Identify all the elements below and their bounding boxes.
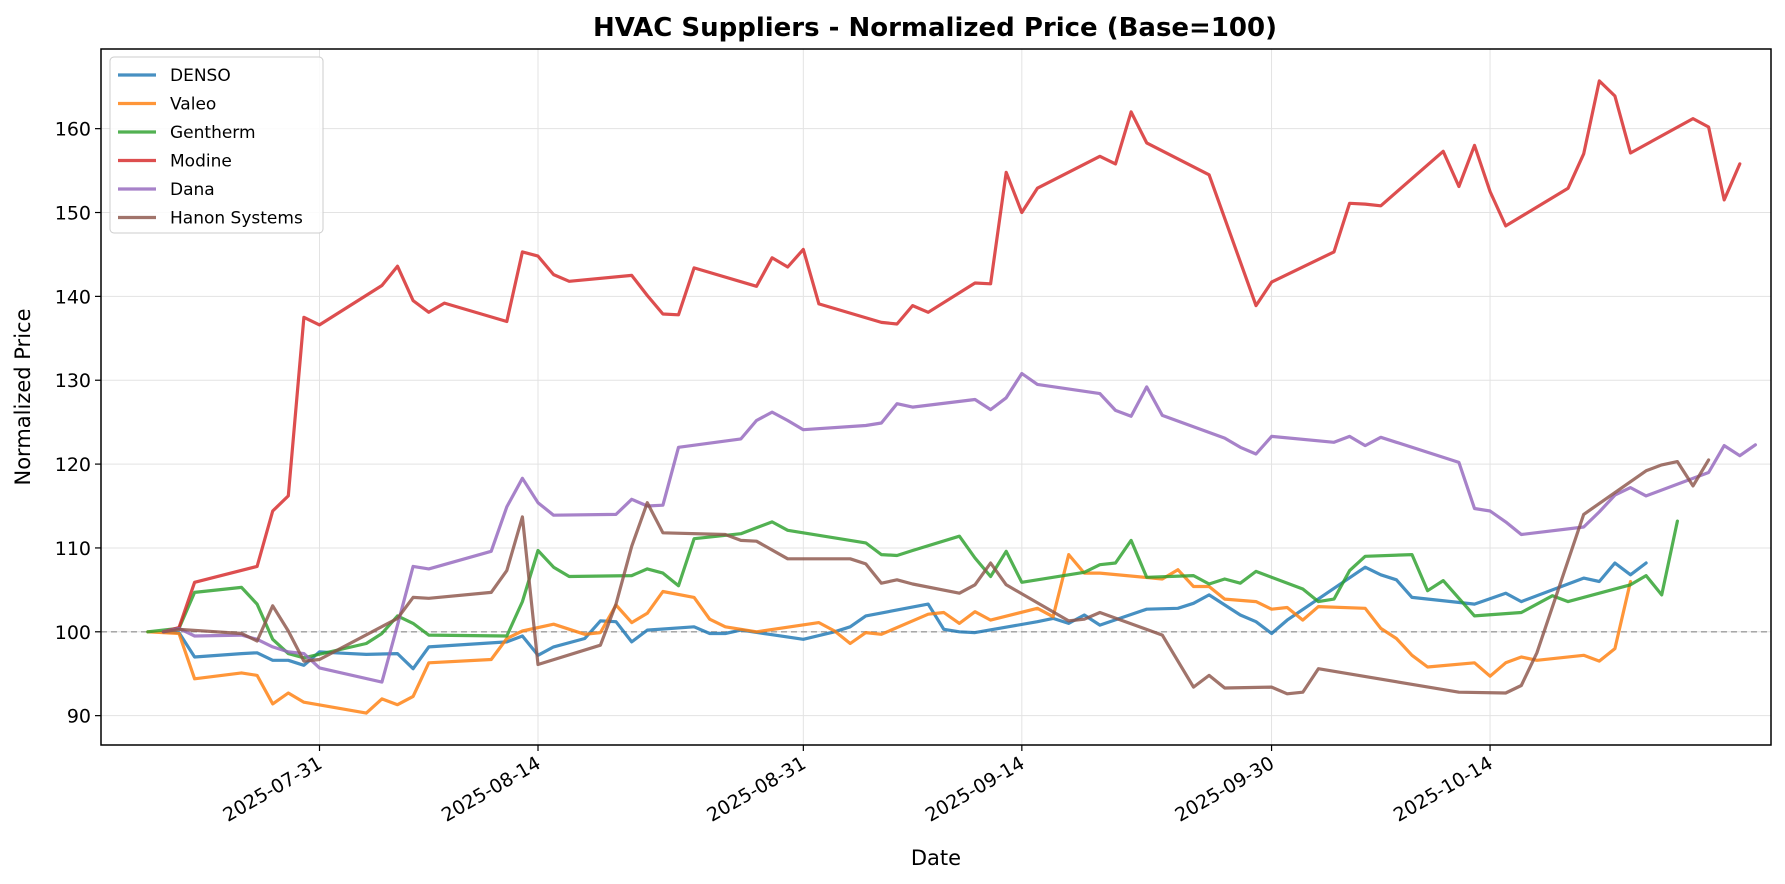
y-tick-label: 100 [55,622,91,644]
series-line-modine [161,79,1742,634]
y-tick-label: 120 [55,454,91,476]
plot-frame [100,48,1772,746]
series-line-dana [161,371,1758,684]
y-tick-label: 110 [55,538,91,560]
legend-label-valeo: Valeo [170,95,216,115]
legend-label-modine: Modine [170,152,232,172]
y-tick-label: 130 [55,370,91,392]
x-axis-label: Date [911,846,961,870]
legend-label-hanon-systems: Hanon Systems [170,209,303,229]
legend-label-dana: Dana [170,180,215,200]
y-tick-label: 160 [55,119,91,141]
y-tick-label: 140 [55,286,91,308]
y-axis-label: Normalized Price [11,309,35,486]
series-line-hanon-systems [161,458,1711,696]
series-line-valeo [146,552,1633,715]
series-line-denso [161,561,1648,671]
series-lines [146,79,1758,715]
y-tick-label: 90 [67,706,91,728]
chart-title: HVAC Suppliers - Normalized Price (Base=… [593,13,1277,43]
legend-box [109,56,324,234]
y-axis-ticks: 90 100 110 120 130 140 150 160 [55,119,101,728]
legend: DENSO Valeo Gentherm Modine Dana Hanon System… [109,56,324,234]
legend-label-denso: DENSO [170,66,231,86]
y-tick-label: 150 [55,203,91,225]
legend-label-gentherm: Gentherm [170,123,256,143]
